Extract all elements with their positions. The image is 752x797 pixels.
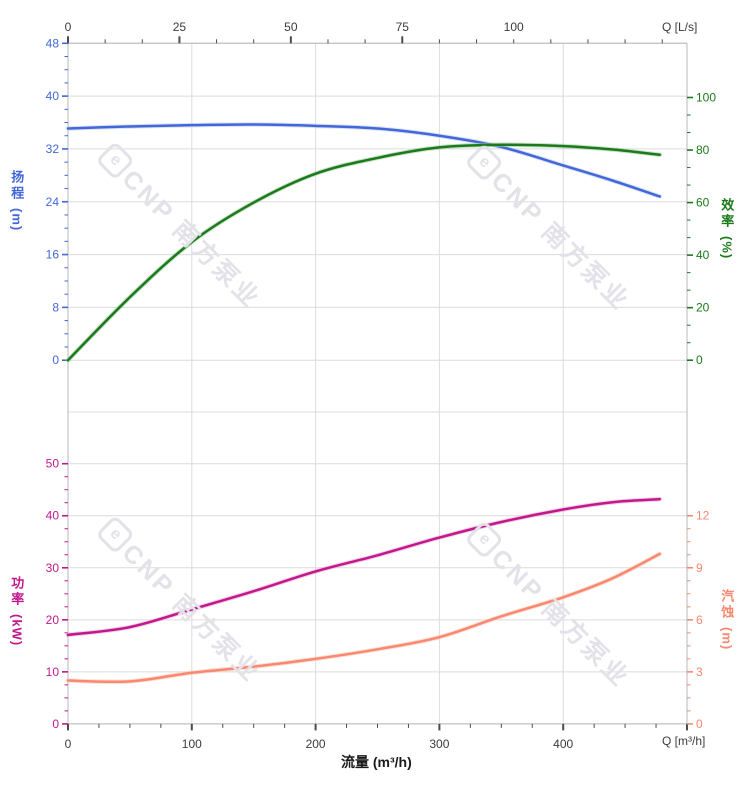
power-axis-title-text: 功率 (9, 576, 25, 608)
svg-text:32: 32 (46, 142, 60, 156)
npsh-axis-title-unit: (m) (719, 627, 735, 651)
svg-text:0: 0 (52, 717, 59, 731)
svg-text:100: 100 (182, 737, 202, 751)
svg-text:8: 8 (52, 300, 59, 314)
svg-text:0: 0 (65, 20, 72, 34)
svg-text:50: 50 (46, 457, 60, 471)
svg-text:25: 25 (173, 20, 187, 34)
head-axis-title: 扬程 (m) (8, 170, 24, 231)
svg-text:40: 40 (696, 248, 710, 262)
svg-text:60: 60 (696, 196, 710, 210)
svg-text:400: 400 (553, 737, 573, 751)
svg-text:40: 40 (46, 89, 60, 103)
svg-text:30: 30 (46, 561, 60, 575)
svg-text:200: 200 (306, 737, 326, 751)
svg-text:300: 300 (429, 737, 449, 751)
efficiency-axis-title-unit: (%) (719, 236, 735, 260)
svg-text:40: 40 (46, 509, 60, 523)
efficiency-axis-title-text: 效率 (719, 198, 735, 230)
head-axis-title-text: 扬程 (9, 170, 25, 202)
svg-text:3: 3 (696, 665, 703, 679)
head-axis-title-unit: (m) (9, 208, 25, 232)
svg-text:6: 6 (696, 613, 703, 627)
top-axis-unit: Q [L/s] (662, 20, 698, 34)
svg-text:16: 16 (46, 248, 60, 262)
svg-text:10: 10 (46, 665, 60, 679)
svg-text:9: 9 (696, 561, 703, 575)
svg-text:100: 100 (696, 91, 716, 105)
npsh-axis-title: 汽蚀 (m) (718, 589, 734, 650)
svg-text:20: 20 (696, 301, 710, 315)
svg-text:24: 24 (46, 195, 60, 209)
x-axis-title: 流量 (m³/h) (341, 754, 412, 770)
bottom-axis-unit: Q [m³/h] (662, 734, 706, 748)
power-axis-title-unit: (kW) (9, 614, 25, 647)
npsh-axis-title-text: 汽蚀 (719, 589, 735, 621)
svg-text:50: 50 (284, 20, 298, 34)
power-axis-title: 功率 (kW) (8, 576, 24, 646)
svg-text:0: 0 (65, 737, 72, 751)
svg-text:0: 0 (52, 353, 59, 367)
svg-text:0: 0 (696, 353, 703, 367)
svg-text:20: 20 (46, 613, 60, 627)
svg-text:0: 0 (696, 717, 703, 731)
svg-text:12: 12 (696, 509, 710, 523)
svg-text:48: 48 (46, 36, 60, 50)
svg-text:75: 75 (396, 20, 410, 34)
svg-text:80: 80 (696, 143, 710, 157)
efficiency-axis-title: 效率 (%) (718, 198, 734, 259)
svg-text:100: 100 (504, 20, 524, 34)
